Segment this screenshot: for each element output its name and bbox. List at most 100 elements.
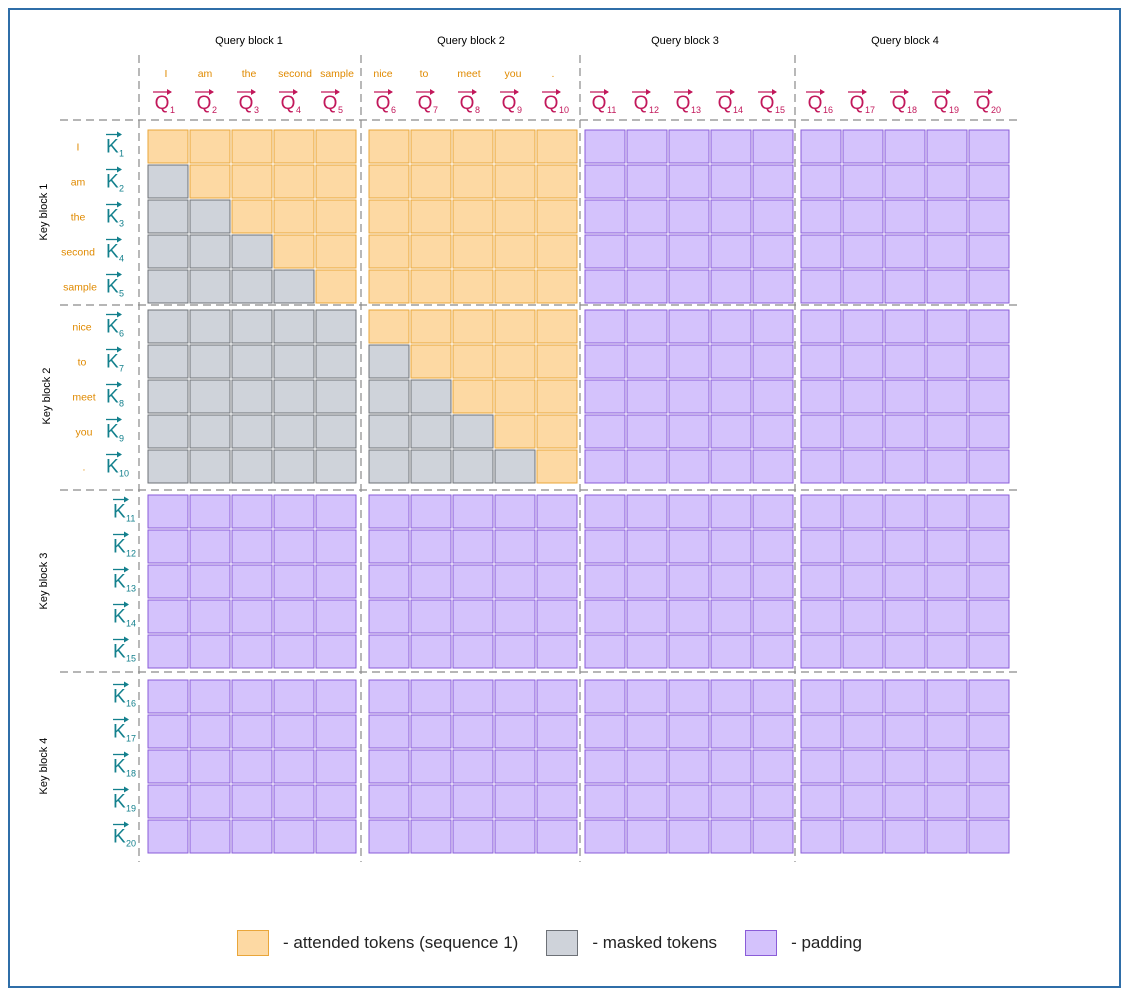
padding-cell: [494, 634, 536, 669]
query-token-5: sample: [320, 68, 354, 80]
padding-cell: [368, 819, 410, 854]
query-vector-symbol: Q: [592, 93, 607, 114]
padding-cell: [884, 494, 926, 529]
query-vector-symbol: Q: [718, 93, 733, 114]
padding-cell: [752, 749, 794, 784]
padding-cell: [752, 379, 794, 414]
padding-cell: [626, 494, 668, 529]
padding-cell: [410, 784, 452, 819]
padding-cell: [842, 634, 884, 669]
key-vector-index: 8: [119, 399, 124, 409]
padding-cell: [800, 449, 842, 484]
padding-cell: [926, 234, 968, 269]
padding-cell: [494, 749, 536, 784]
attended-cell: [368, 309, 410, 344]
padding-cell: [668, 379, 710, 414]
query-block-headers: Query block 1 Query block 2 Query block 3 Q…: [215, 35, 939, 47]
key-vector-index: 15: [126, 654, 136, 664]
query-vector-arrowhead: [604, 89, 609, 95]
padding-cell: [536, 529, 578, 564]
masked-cell: [147, 234, 189, 269]
padding-cell: [368, 599, 410, 634]
query-vector-arrowhead: [167, 89, 172, 95]
key-vector-symbol: K: [113, 722, 126, 743]
attended-cell: [452, 379, 494, 414]
padding-cell: [710, 714, 752, 749]
padding-cell: [752, 309, 794, 344]
masked-cell: [147, 309, 189, 344]
padding-cell: [710, 634, 752, 669]
padding-cell: [584, 749, 626, 784]
padding-cell: [926, 269, 968, 304]
padding-cell: [968, 784, 1010, 819]
padding-cell: [189, 819, 231, 854]
padding-cell: [315, 529, 357, 564]
padding-cell: [189, 634, 231, 669]
key-vector-arrowhead: [117, 236, 122, 243]
padding-cell: [752, 199, 794, 234]
attended-cell: [536, 379, 578, 414]
padding-cell: [800, 599, 842, 634]
key-vector-arrowhead: [124, 786, 129, 793]
attended-cell: [273, 234, 315, 269]
key-vector-index: 13: [126, 584, 136, 594]
attended-cell: [368, 199, 410, 234]
query-token-1: I: [165, 68, 168, 80]
padding-cell: [626, 599, 668, 634]
padding-cell: [800, 129, 842, 164]
masked-cell: [189, 269, 231, 304]
padding-cell: [273, 564, 315, 599]
query-vector-arrowhead: [646, 89, 651, 95]
padding-cell: [231, 599, 273, 634]
attended-cell: [410, 234, 452, 269]
attended-cell: [494, 164, 536, 199]
padding-cell: [752, 634, 794, 669]
key-vector-arrowhead: [117, 416, 122, 423]
padding-cell: [926, 164, 968, 199]
padding-cell: [884, 714, 926, 749]
query-vector-18: Q 18: [890, 89, 917, 115]
padding-cell: [668, 634, 710, 669]
padding-cell: [968, 634, 1010, 669]
key-vector-symbol: K: [113, 572, 126, 593]
padding-cell: [626, 784, 668, 819]
masked-cell: [147, 164, 189, 199]
key-vector-index: 17: [126, 734, 136, 744]
key-vector-symbol: K: [106, 277, 119, 298]
masked-cell: [147, 269, 189, 304]
diagram-frame: [8, 8, 1121, 988]
padding-cell: [315, 714, 357, 749]
query-block-4-label: Query block 4: [871, 35, 939, 47]
query-block-3-label: Query block 3: [651, 35, 719, 47]
padding-cell: [926, 529, 968, 564]
padding-cell: [926, 199, 968, 234]
padding-cell: [668, 309, 710, 344]
masked-cell: [273, 269, 315, 304]
padding-cell: [800, 234, 842, 269]
key-vector-arrowhead: [124, 821, 129, 828]
key-vector-11: K 11: [113, 496, 135, 524]
padding-cell: [494, 714, 536, 749]
key-token-labels: Iam the second sample nice to meet you.: [61, 142, 97, 474]
padding-cell: [800, 634, 842, 669]
key-vector-symbol: K: [113, 537, 126, 558]
padding-cell: [626, 449, 668, 484]
padding-cell: [968, 164, 1010, 199]
padding-cell: [189, 679, 231, 714]
query-token-8: meet: [457, 68, 480, 80]
padding-cell: [273, 494, 315, 529]
padding-cell: [410, 529, 452, 564]
query-vector-index: 14: [733, 105, 743, 115]
key-vector-index: 6: [119, 329, 124, 339]
padding-cell: [710, 344, 752, 379]
padding-cell: [842, 164, 884, 199]
padding-cell: [273, 679, 315, 714]
padding-cell: [842, 449, 884, 484]
